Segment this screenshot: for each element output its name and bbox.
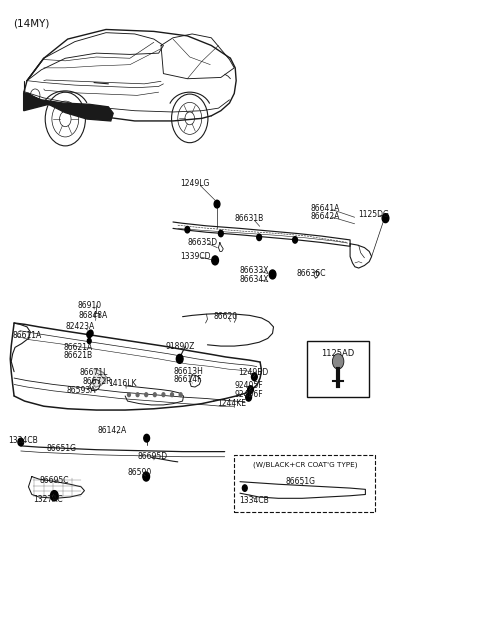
- Circle shape: [50, 490, 58, 501]
- Circle shape: [242, 485, 247, 491]
- Circle shape: [87, 331, 92, 338]
- Text: 86635D: 86635D: [187, 238, 217, 247]
- Circle shape: [293, 237, 298, 243]
- Circle shape: [136, 393, 139, 397]
- Circle shape: [257, 234, 262, 240]
- Text: 86614F: 86614F: [174, 376, 203, 385]
- Circle shape: [18, 438, 24, 446]
- Text: 86142A: 86142A: [97, 426, 127, 435]
- Circle shape: [154, 393, 156, 397]
- Bar: [234, 455, 375, 512]
- Text: 1416LK: 1416LK: [108, 379, 136, 388]
- Text: 1249BD: 1249BD: [238, 369, 268, 378]
- Circle shape: [87, 338, 91, 344]
- Text: 1334CB: 1334CB: [239, 496, 269, 505]
- Text: 1125AD: 1125AD: [322, 349, 355, 358]
- Text: 1339CD: 1339CD: [180, 252, 211, 261]
- Circle shape: [176, 354, 183, 363]
- Text: (W/BLACK+CR COAT'G TYPE): (W/BLACK+CR COAT'G TYPE): [252, 462, 357, 468]
- Circle shape: [144, 435, 150, 442]
- Circle shape: [214, 200, 220, 208]
- Text: 82423A: 82423A: [66, 322, 95, 331]
- Circle shape: [252, 373, 257, 381]
- Circle shape: [248, 386, 253, 394]
- Text: 92406F: 92406F: [234, 390, 263, 399]
- Circle shape: [162, 393, 165, 397]
- Text: 86633X: 86633X: [240, 266, 269, 275]
- Bar: [307, 341, 369, 397]
- Text: (14MY): (14MY): [12, 19, 49, 29]
- Text: 86611A: 86611A: [12, 331, 41, 340]
- Text: 86631B: 86631B: [234, 213, 264, 222]
- Circle shape: [332, 354, 344, 369]
- Text: 86695C: 86695C: [40, 476, 70, 485]
- Circle shape: [145, 393, 148, 397]
- Text: 86651G: 86651G: [47, 444, 77, 453]
- Text: 86620: 86620: [213, 312, 237, 321]
- Circle shape: [269, 270, 276, 279]
- Text: 86651G: 86651G: [286, 477, 316, 486]
- Polygon shape: [24, 93, 113, 121]
- Circle shape: [128, 393, 131, 397]
- Circle shape: [382, 213, 389, 222]
- Circle shape: [179, 393, 182, 397]
- Circle shape: [143, 472, 150, 481]
- Text: 86641A: 86641A: [311, 204, 340, 213]
- Text: 1125DG: 1125DG: [359, 210, 390, 219]
- Text: 1244KE: 1244KE: [217, 399, 246, 408]
- Text: 86634X: 86634X: [240, 275, 269, 284]
- Text: 86848A: 86848A: [78, 311, 108, 320]
- Text: 86671L: 86671L: [79, 369, 108, 378]
- Polygon shape: [93, 369, 106, 387]
- Text: 86590: 86590: [127, 467, 151, 477]
- Circle shape: [185, 226, 190, 233]
- Text: 86636C: 86636C: [297, 269, 326, 278]
- Circle shape: [212, 256, 218, 265]
- Text: 1334CB: 1334CB: [8, 437, 38, 445]
- Text: 86621A: 86621A: [64, 343, 93, 352]
- Text: 86593A: 86593A: [67, 387, 96, 395]
- Circle shape: [218, 230, 223, 237]
- Circle shape: [170, 393, 173, 397]
- Text: 86642A: 86642A: [311, 212, 340, 221]
- Text: 1249LG: 1249LG: [180, 179, 210, 188]
- Text: 86910: 86910: [77, 301, 101, 310]
- Polygon shape: [24, 94, 48, 111]
- Text: 86695D: 86695D: [137, 452, 167, 461]
- Text: 1327AC: 1327AC: [33, 495, 63, 504]
- Text: 86621B: 86621B: [64, 351, 93, 360]
- Text: 92405F: 92405F: [234, 381, 263, 390]
- Circle shape: [88, 330, 93, 337]
- Text: 86613H: 86613H: [174, 367, 204, 376]
- Text: 91890Z: 91890Z: [166, 342, 195, 351]
- Text: 86672R: 86672R: [82, 377, 111, 386]
- Circle shape: [246, 394, 252, 401]
